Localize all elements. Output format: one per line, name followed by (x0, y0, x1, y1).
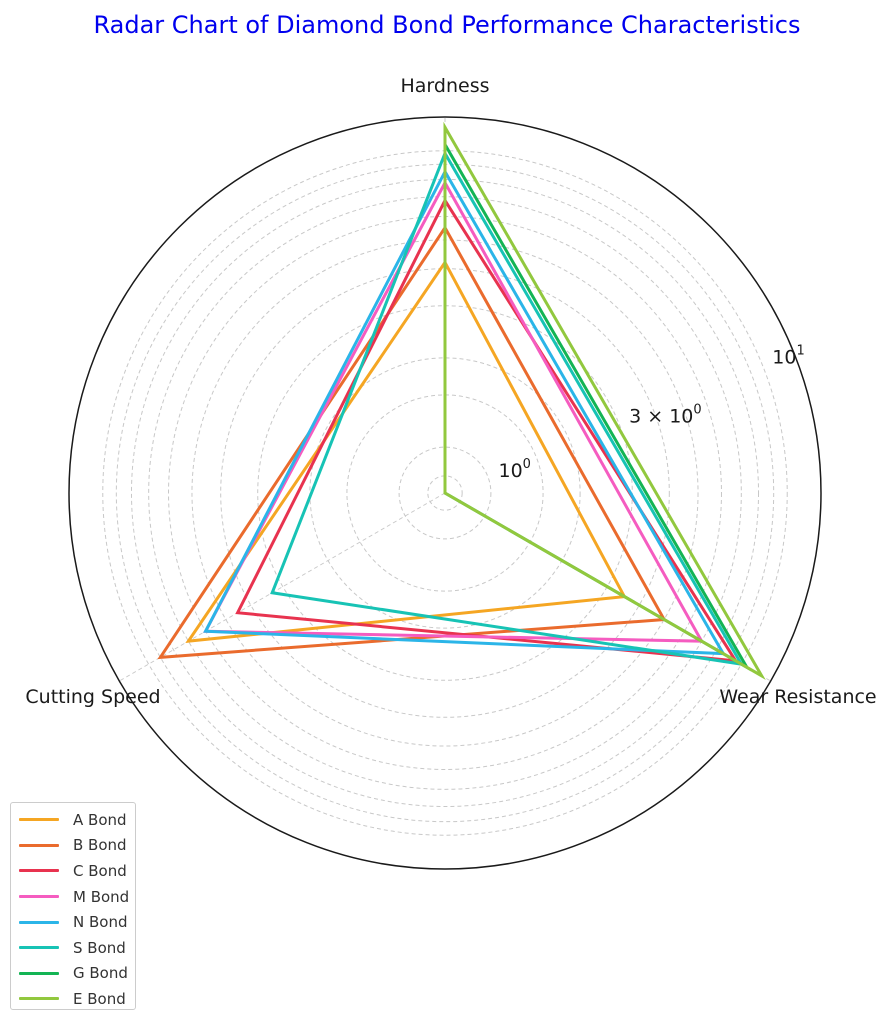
legend-item: B Bond (19, 833, 135, 859)
legend-item: A Bond (19, 807, 135, 833)
legend-item: M Bond (19, 884, 135, 910)
legend-label: G Bond (73, 964, 128, 983)
series-m-bond (203, 179, 705, 643)
series-n-bond (203, 168, 726, 656)
radar-series (157, 121, 766, 680)
radial-tick-labels: 100 3 × 100 101 (498, 343, 804, 481)
axis-label-wear-resistance: Wear Resistance (719, 686, 876, 708)
legend-label: M Bond (73, 887, 130, 906)
grid-circle (346, 394, 544, 592)
axis-label-hardness: Hardness (401, 75, 490, 97)
legend-swatch (19, 971, 59, 975)
legend-item: S Bond (19, 935, 135, 961)
legend-label: S Bond (73, 938, 126, 957)
grid-circle (398, 446, 492, 540)
legend-swatch (19, 920, 59, 924)
radial-tick-label: 3 × 100 (629, 403, 702, 428)
series-b-bond (157, 224, 667, 660)
legend-label: E Bond (73, 989, 126, 1008)
legend: A Bond B Bond C Bond M Bond N Bond S Bond G Bo… (10, 802, 136, 1010)
legend-item: E Bond (19, 986, 135, 1012)
legend-item: C Bond (19, 858, 135, 884)
legend-swatch (19, 843, 59, 847)
legend-label: N Bond (73, 913, 128, 932)
series-a-bond (185, 259, 627, 643)
series-e-bond (443, 121, 766, 680)
legend-swatch (19, 895, 59, 899)
legend-swatch (19, 869, 59, 873)
grid-circle (130, 178, 760, 808)
chart-title: Radar Chart of Diamond Bond Performance … (93, 11, 800, 39)
legend-swatch (19, 997, 59, 1001)
legend-swatch (19, 818, 59, 822)
legend-item: N Bond (19, 909, 135, 935)
legend-item: G Bond (19, 961, 135, 987)
radial-tick-label: 100 (498, 457, 530, 482)
grid-circle (220, 268, 670, 718)
legend-label: B Bond (73, 836, 127, 855)
series-s-bond (270, 149, 745, 667)
legend-label: A Bond (73, 810, 127, 829)
legend-swatch (19, 946, 59, 950)
radial-tick-label: 101 (772, 343, 804, 368)
axis-label-cutting-speed: Cutting Speed (25, 686, 160, 708)
outer-frame (68, 116, 822, 870)
legend-label: C Bond (73, 861, 127, 880)
grid-circle (309, 357, 581, 629)
